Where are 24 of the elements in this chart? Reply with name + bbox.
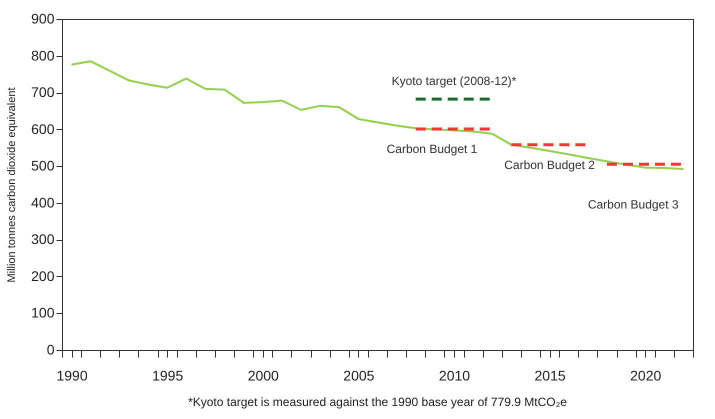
y-tick-label: 900 bbox=[31, 10, 55, 26]
x-tick-label: 2010 bbox=[438, 368, 470, 384]
x-tick-label: 2020 bbox=[630, 368, 662, 384]
series-label: Carbon Budget 2 bbox=[504, 158, 596, 172]
series-label: Kyoto target (2008-12)* bbox=[392, 74, 517, 88]
y-tick-label: 700 bbox=[31, 84, 55, 100]
y-tick-label: 800 bbox=[31, 47, 55, 64]
y-tick-label: 400 bbox=[31, 194, 55, 210]
y-tick-label: 300 bbox=[31, 231, 55, 248]
y-axis-title: Million tonnes carbon dioxide equivalent bbox=[6, 87, 18, 283]
text: *Kyoto target is measured against the 1990 base year of 779.9 MtCO₂e bbox=[188, 395, 568, 409]
series-label: Carbon Budget 1 bbox=[386, 142, 478, 156]
x-tick-label: 2000 bbox=[248, 368, 280, 384]
x-tick-label: 1995 bbox=[152, 368, 184, 384]
y-tick-label: 200 bbox=[31, 268, 55, 284]
x-tick-label: 2015 bbox=[534, 368, 566, 384]
text: Carbon Budget 3 bbox=[588, 197, 679, 212]
x-tick-label: 1990 bbox=[56, 368, 88, 384]
y-tick-label: 600 bbox=[31, 120, 55, 137]
y-tick-label: 100 bbox=[31, 304, 55, 321]
y-tick-label: 0 bbox=[46, 342, 55, 358]
line-series bbox=[70, 60, 684, 170]
y-tick-label: 500 bbox=[31, 158, 55, 174]
x-tick-label: 2005 bbox=[343, 368, 375, 384]
